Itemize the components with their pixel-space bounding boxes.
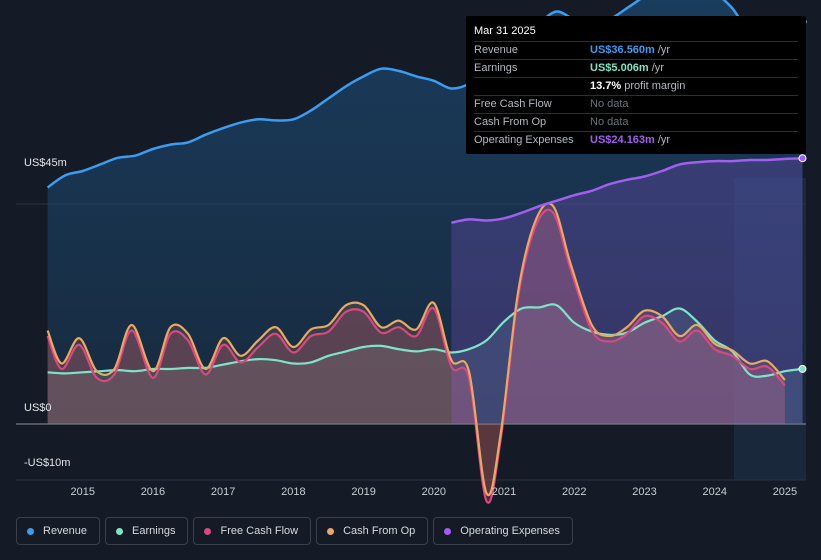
legend-item-free-cash-flow[interactable]: Free Cash Flow bbox=[193, 517, 312, 545]
x-tick-label: 2017 bbox=[211, 486, 235, 498]
revenue-line bbox=[46, 0, 804, 189]
tooltip-row: Earnings US$5.006m/yr bbox=[474, 60, 798, 78]
tooltip-row-value: No data bbox=[590, 116, 629, 128]
operating-expenses-end-dot bbox=[798, 154, 807, 163]
legend-dot-icon bbox=[444, 527, 452, 535]
x-tick-label: 2016 bbox=[141, 486, 165, 498]
x-tick-label: 2020 bbox=[422, 486, 446, 498]
tooltip-row-label: Earnings bbox=[474, 62, 518, 74]
tooltip-rows: Revenue US$36.560m/yr Earnings US$5.006m/yr… bbox=[474, 42, 798, 149]
operating-expenses-area bbox=[451, 158, 803, 424]
chart-legend: Revenue Earnings Free Cash Flow Cash From O… bbox=[16, 517, 573, 545]
x-tick-label: 2018 bbox=[281, 486, 305, 498]
x-tick-label: 2023 bbox=[632, 486, 656, 498]
tooltip-row-label: Free Cash Flow bbox=[474, 98, 552, 110]
earnings-line bbox=[47, 303, 803, 378]
legend-label: Revenue bbox=[43, 525, 88, 537]
tooltip-row-label bbox=[474, 78, 590, 95]
tooltip-row-value: 13.7% bbox=[590, 80, 622, 92]
legend-dot-icon bbox=[116, 527, 124, 535]
legend-item-earnings[interactable]: Earnings bbox=[105, 517, 189, 545]
legend-item-operating-expenses[interactable]: Operating Expenses bbox=[433, 517, 573, 545]
legend-dot-icon bbox=[27, 527, 34, 535]
tooltip-row-label: Operating Expenses bbox=[474, 134, 574, 146]
x-tick-label: 2024 bbox=[702, 486, 726, 498]
tooltip-row-unit: /yr bbox=[657, 134, 671, 146]
legend-item-cash-from-op[interactable]: Cash From Op bbox=[316, 517, 429, 545]
y-tick-label: US$45m bbox=[24, 157, 67, 169]
tooltip-row: Operating Expenses US$24.163m/yr bbox=[474, 132, 798, 149]
tooltip-row-value: No data bbox=[590, 98, 629, 110]
x-tick-label: 2021 bbox=[492, 486, 516, 498]
tooltip-row-unit: /yr bbox=[651, 62, 664, 74]
x-tick-label: 2015 bbox=[70, 486, 94, 498]
earnings-end-dot bbox=[798, 364, 807, 373]
tooltip-row: 13.7% profit margin bbox=[474, 78, 798, 96]
legend-label: Cash From Op bbox=[343, 525, 416, 537]
tooltip-row: Free Cash Flow No data bbox=[474, 96, 798, 114]
tooltip-row-value: US$36.560m bbox=[590, 44, 655, 56]
tooltip-row-label: Cash From Op bbox=[474, 116, 547, 128]
legend-dot-icon bbox=[204, 527, 212, 535]
legend-label: Earnings bbox=[132, 525, 176, 537]
y-tick-label: -US$10m bbox=[24, 457, 70, 469]
y-tick-label: US$0 bbox=[24, 402, 52, 414]
tooltip-row-value: US$24.163m bbox=[590, 134, 655, 146]
cash-from-op-line bbox=[46, 202, 786, 497]
legend-label: Operating Expenses bbox=[460, 525, 560, 537]
tooltip-row-value: US$5.006m bbox=[590, 62, 649, 74]
tooltip-row-unit: profit margin bbox=[624, 80, 686, 92]
tooltip-panel: Mar 31 2025 Revenue US$36.560m/yr Earnings… bbox=[466, 16, 806, 154]
legend-label: Free Cash Flow bbox=[220, 525, 299, 537]
x-tick-label: 2022 bbox=[562, 486, 586, 498]
legend-dot-icon bbox=[327, 527, 335, 535]
earnings-area bbox=[47, 304, 803, 424]
x-tick-label: 2019 bbox=[351, 486, 375, 498]
tooltip-row-unit: /yr bbox=[657, 44, 671, 56]
x-tick-label: 2025 bbox=[773, 486, 797, 498]
x-axis-labels: 2015 2016 2017 2018 2019 2020 2021 2022 2023 2024… bbox=[70, 486, 797, 498]
operating-expenses-line bbox=[451, 156, 803, 224]
tooltip-row-label: Revenue bbox=[474, 44, 519, 56]
tooltip-row: Revenue US$36.560m/yr bbox=[474, 42, 798, 60]
tooltip-date: Mar 31 2025 bbox=[474, 24, 798, 42]
free-cash-flow-line bbox=[46, 208, 786, 504]
tooltip-row: Cash From Op No data bbox=[474, 114, 798, 132]
cash-from-op-area bbox=[47, 203, 785, 496]
y-axis-labels: US$45m US$0 -US$10m bbox=[24, 157, 70, 469]
series-lines bbox=[46, 0, 804, 504]
legend-item-revenue[interactable]: Revenue bbox=[16, 517, 101, 545]
free-cash-flow-area bbox=[47, 209, 785, 503]
